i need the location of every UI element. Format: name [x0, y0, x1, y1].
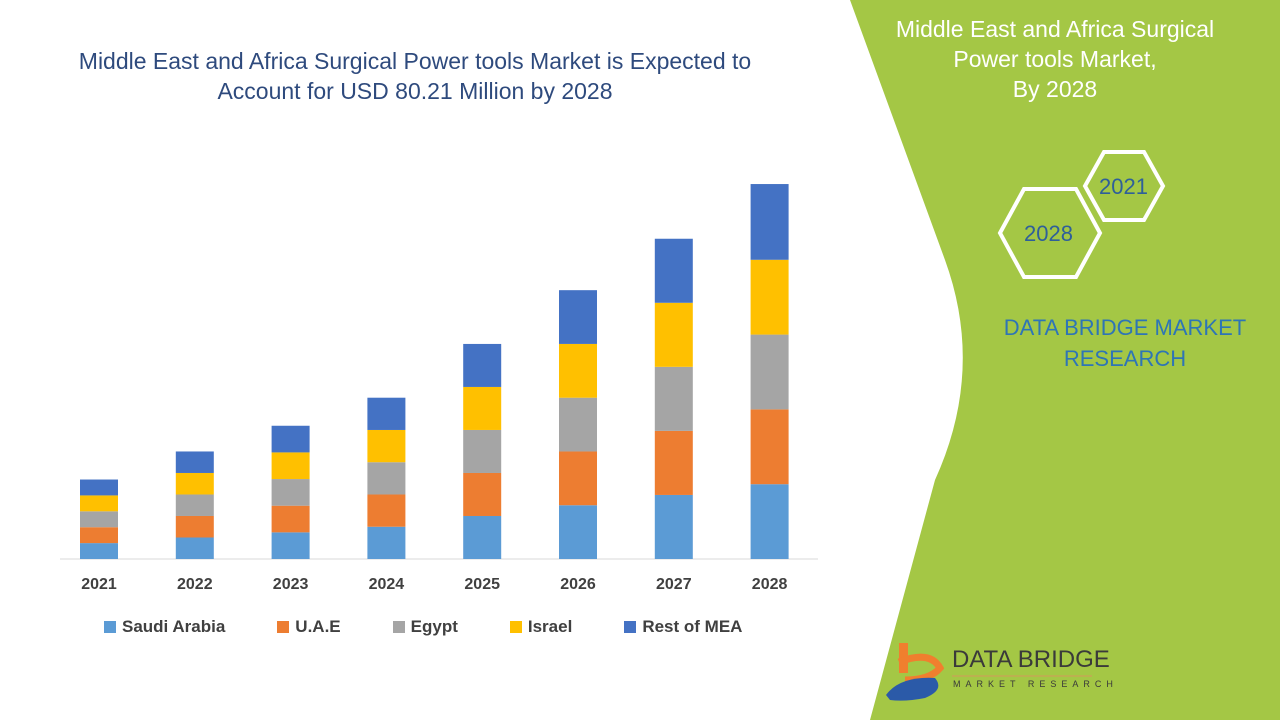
bar-segment-u-a-e-2021 — [80, 527, 118, 544]
x-tick-label: 2022 — [177, 576, 213, 593]
legend-label: U.A.E — [295, 617, 341, 636]
bar-segment-israel-2021 — [80, 495, 118, 512]
brand-line: RESEARCH — [1063, 346, 1187, 371]
legend-label: Egypt — [410, 617, 458, 636]
bar-segment-saudi-arabia-2023 — [271, 532, 310, 559]
bar-segment-israel-2027 — [654, 302, 693, 367]
bar-segment-rest-of-mea-2024 — [367, 397, 406, 430]
side-title-line: Middle East and Africa Surgical — [895, 16, 1215, 42]
bar-segment-egypt-2023 — [271, 479, 310, 506]
bar-segment-saudi-arabia-2021 — [80, 543, 118, 559]
logo-name: DATA BRIDGE — [952, 646, 1110, 673]
hex-year-2021: 2021 — [1099, 174, 1148, 199]
brand-line: DATA BRIDGE MARKET — [1003, 315, 1247, 340]
legend-label: Saudi Arabia — [122, 617, 226, 636]
chart-title: Middle East and Africa Surgical Power to… — [78, 48, 752, 104]
legend-swatch — [509, 621, 522, 633]
legend-item: Saudi Arabia — [104, 617, 225, 637]
bar-segment-saudi-arabia-2024 — [367, 526, 406, 559]
bar-segment-rest-of-mea-2026 — [559, 290, 597, 344]
bar-segment-saudi-arabia-2022 — [175, 537, 214, 559]
x-tick-label: 2021 — [81, 576, 117, 593]
legend-swatch — [277, 621, 290, 633]
bar-segment-israel-2026 — [559, 343, 597, 398]
legend-swatch — [392, 621, 405, 633]
hex-year-2028: 2028 — [1024, 221, 1073, 246]
x-tick-label: 2024 — [368, 576, 405, 593]
bar-segment-rest-of-mea-2025 — [463, 343, 502, 387]
bar-segment-israel-2022 — [175, 472, 214, 495]
legend-label: Rest of MEA — [642, 617, 743, 636]
bar-segment-rest-of-mea-2022 — [175, 451, 214, 473]
bar-segment-u-a-e-2028 — [750, 409, 789, 485]
bar-segment-egypt-2021 — [80, 511, 118, 528]
x-tick-label: 2025 — [464, 576, 500, 593]
bar-segment-rest-of-mea-2023 — [271, 425, 310, 453]
bar-segment-u-a-e-2025 — [463, 472, 502, 516]
legend: Saudi Arabia U.A.E Egypt Israel Rest of … — [104, 617, 794, 637]
bar-segment-u-a-e-2027 — [654, 430, 693, 495]
bar-segment-saudi-arabia-2026 — [559, 505, 597, 559]
legend-label: Israel — [527, 617, 573, 636]
bar-segment-egypt-2028 — [750, 334, 789, 410]
hexagon-2021 — [1082, 150, 1166, 222]
bar-segment-rest-of-mea-2021 — [80, 479, 118, 496]
bar-segment-saudi-arabia-2028 — [750, 484, 789, 559]
bar-segment-egypt-2027 — [654, 366, 693, 431]
x-tick-label: 2023 — [272, 576, 309, 593]
green-panel — [850, 0, 1280, 720]
legend-item: Rest of MEA — [624, 617, 742, 637]
side-title-line: Power tools Market, — [953, 46, 1157, 72]
hexagon-2028 — [997, 187, 1103, 279]
legend-swatch — [624, 621, 637, 633]
bar-segment-saudi-arabia-2025 — [463, 515, 502, 559]
legend-item: U.A.E — [277, 617, 341, 637]
bar-segment-saudi-arabia-2027 — [654, 494, 693, 559]
bar-segment-rest-of-mea-2027 — [654, 238, 693, 303]
side-title-line: By 2028 — [1012, 76, 1098, 102]
bar-segment-egypt-2022 — [175, 494, 214, 516]
bar-segment-egypt-2026 — [559, 397, 597, 452]
bar-segment-egypt-2025 — [463, 429, 502, 473]
side-panel-title: Middle East and Africa Surgical Power to… — [870, 14, 1240, 104]
legend-swatch — [104, 621, 116, 633]
bar-segment-u-a-e-2024 — [367, 494, 406, 527]
brand-text: DATA BRIDGE MARKET RESEARCH — [985, 312, 1265, 374]
bar-segment-israel-2028 — [750, 259, 789, 335]
bar-segment-u-a-e-2023 — [271, 505, 310, 533]
legend-item: Egypt — [392, 617, 458, 637]
bar-segment-rest-of-mea-2028 — [750, 184, 789, 260]
x-tick-label: 2027 — [656, 576, 692, 593]
bar-segment-u-a-e-2026 — [559, 451, 597, 506]
bar-segment-israel-2024 — [367, 429, 406, 463]
bars — [80, 184, 789, 559]
bar-segment-israel-2023 — [271, 452, 310, 480]
logo-tagline: MARKET RESEARCH — [953, 679, 1118, 689]
x-tick-label: 2028 — [751, 576, 788, 593]
logo-icon — [886, 643, 945, 701]
legend-item: Israel — [509, 617, 573, 637]
bar-segment-u-a-e-2022 — [175, 515, 214, 538]
bar-segment-egypt-2024 — [367, 462, 406, 495]
x-tick-label: 2026 — [560, 576, 596, 593]
bar-segment-israel-2025 — [463, 386, 502, 430]
